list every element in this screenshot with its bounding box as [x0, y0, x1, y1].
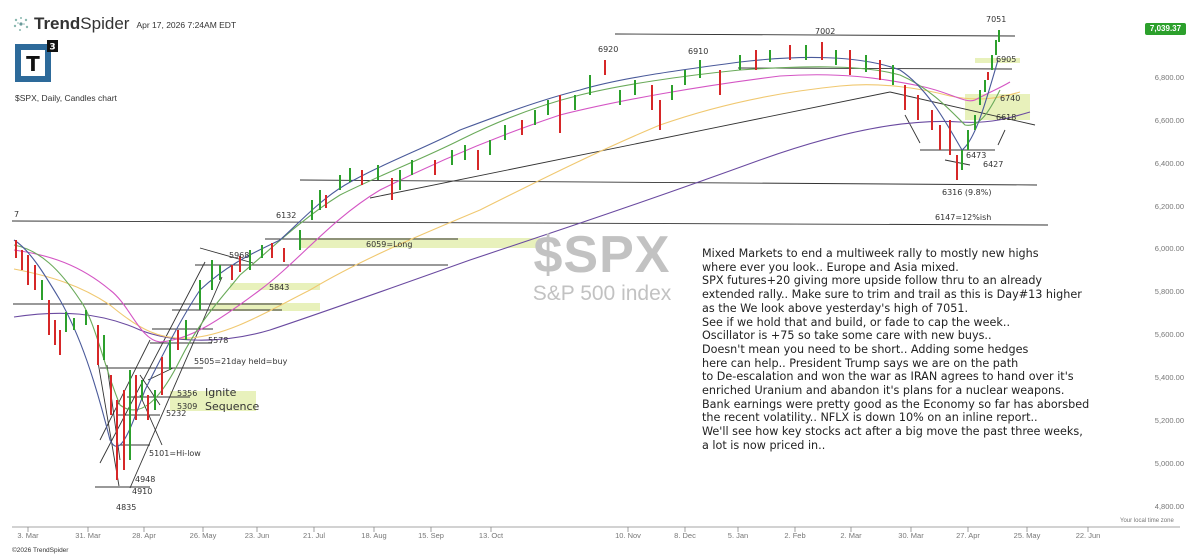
annotation-5578: 5578: [208, 336, 229, 345]
x-axis-label: 13. Oct: [478, 531, 504, 540]
timezone-label: Your local time zone: [1120, 518, 1174, 524]
last-price-badge: 7,039.37: [1145, 23, 1186, 35]
highlight-zones: [170, 58, 1030, 411]
annotation-5843: 5843: [269, 283, 290, 292]
y-axis-label: 5,400.00: [1154, 373, 1184, 382]
annotation-5505: 5505=21day held=buy: [194, 357, 288, 366]
commentary-line: here can help.. President Trump says we …: [702, 356, 1019, 370]
candles: [15, 30, 1000, 480]
svg-text:T: T: [26, 52, 40, 76]
market-commentary: Mixed Markets to end a multiweek rally t…: [702, 247, 1122, 453]
brand-header: Trend Spider Apr 17, 2026 7:24AM EDT: [12, 12, 236, 36]
symbol-description: $SPX, Daily, Candles chart: [15, 93, 117, 103]
watermark-symbol: $SPX: [533, 226, 671, 284]
annotation-5309: 5309: [177, 402, 198, 411]
annotation-6618: 6618: [996, 113, 1017, 122]
x-axis-label: 25. May: [1013, 531, 1041, 540]
commentary-line: We'll see how key stocks act after a big…: [702, 425, 1083, 439]
x-axis-label: 27. Apr: [956, 531, 980, 540]
x-axis-label: 23. Jun: [244, 531, 270, 540]
annotation-6427: 6427: [983, 160, 1004, 169]
annotation-5968: 5968: [229, 251, 250, 260]
moving-averages: [13, 56, 1031, 447]
brand-light: Spider: [80, 14, 130, 33]
x-axis-label: 8. Dec: [674, 531, 696, 540]
annotation-sequence: Sequence: [205, 400, 260, 413]
commentary-line: where ever you look.. Europe and Asia mi…: [702, 260, 959, 274]
commentary-line: to De-escalation and won the war as IRAN…: [702, 370, 1074, 384]
x-axis-label: 3. Mar: [17, 531, 39, 540]
ma-medium: [13, 66, 1001, 411]
x-axis-label: 2. Feb: [784, 531, 806, 540]
watermark-name: S&P 500 index: [532, 282, 672, 305]
x-axis-label: 15. Sep: [418, 531, 444, 540]
timestamp: Apr 17, 2026 7:24AM EDT: [136, 20, 237, 30]
x-axis-label: 31. Mar: [75, 531, 101, 540]
commentary-line: Mixed Markets to end a multiweek rally t…: [702, 247, 1039, 260]
x-axis-label: 26. May: [189, 531, 217, 540]
annotation-ignite: Ignite: [205, 386, 237, 399]
x-axis-label: 10. Nov: [615, 531, 641, 540]
commentary-line: Oscillator is +75 so take some care with…: [702, 329, 992, 343]
x-axis-label: 18. Aug: [361, 531, 387, 540]
y-axis-label: 6,600.00: [1154, 116, 1184, 125]
annotation-6132: 6132: [276, 211, 297, 220]
annotation-5101: 5101=Hi-low: [149, 449, 201, 458]
y-axis-label: 5,200.00: [1154, 416, 1184, 425]
copyright: ©2026 TrendSpider: [12, 547, 69, 554]
y-axis-label: 4,800.00: [1154, 502, 1184, 511]
annotation-7: 7: [14, 210, 20, 219]
x-axis-label: 30. Mar: [898, 531, 924, 540]
annotation-6147: 6147=12%ish: [935, 213, 992, 222]
commentary-line: the recent volatility.. NFLX is down 10%…: [702, 411, 1038, 425]
ma-200: [13, 111, 1031, 341]
commentary-line: Doesn't mean you need to be short.. Addi…: [702, 342, 1029, 356]
x-axis-label: 22. Jun: [1075, 531, 1101, 540]
spider-web-icon: [13, 17, 29, 31]
x-axis-label: 21. Jul: [302, 531, 326, 540]
t3-logo: 3 T: [15, 40, 58, 82]
annotation-7051: 7051: [986, 15, 1007, 24]
annotation-6905: 6905: [996, 55, 1017, 64]
annotation-6059-long: 6059=Long: [366, 240, 413, 249]
symbol-watermark: $SPX S&P 500 index: [514, 228, 690, 306]
trendspider-logo: Trend Spider: [12, 14, 129, 34]
y-axis-label: 6,400.00: [1154, 159, 1184, 168]
y-axis-label: 5,600.00: [1154, 330, 1184, 339]
commentary-line: enriched Uranium and abandon it's plans …: [702, 384, 1065, 398]
annotation-6910: 6910: [688, 47, 709, 56]
annotation-5356: 5356: [177, 389, 198, 398]
annotation-4948: 4948: [135, 475, 156, 484]
x-axis-ticks: [27, 527, 1089, 532]
y-axis-label: 6,000.00: [1154, 244, 1184, 253]
commentary-line: See if we hold that and build, or fade t…: [702, 315, 1011, 329]
y-axis-label: 5,000.00: [1154, 459, 1184, 468]
y-axis-label: 6,200.00: [1154, 202, 1184, 211]
ma-100: [13, 84, 1021, 339]
x-axis-label: 28. Apr: [132, 531, 156, 540]
annotation-6473: 6473: [966, 151, 987, 160]
support-resistance-lines: [11, 33, 1049, 488]
ma-short: [13, 56, 999, 447]
annotation-7002: 7002: [815, 27, 836, 36]
y-axis-label: 6,800.00: [1154, 73, 1184, 82]
annotation-6316: 6316 (9.8%): [942, 188, 992, 197]
commentary-line: Bank earnings were pretty good as the Ec…: [702, 397, 1090, 411]
x-axis-label: 2. Mar: [840, 531, 862, 540]
annotation-5232: 5232: [166, 409, 187, 418]
commentary-line: SPX futures+20 giving more upside follow…: [702, 274, 1043, 288]
annotation-6740: 6740: [1000, 94, 1021, 103]
annotation-6920: 6920: [598, 45, 619, 54]
brand-bold: Trend: [34, 14, 81, 33]
annotation-4835: 4835: [116, 503, 137, 512]
commentary-line: a lot is now priced in..: [702, 438, 826, 452]
commentary-line: as the We look above yesterday's high of…: [702, 301, 969, 315]
x-axis-label: 5. Jan: [727, 531, 749, 540]
svg-text:3: 3: [49, 43, 55, 53]
y-axis-label: 5,800.00: [1154, 287, 1184, 296]
commentary-line: extended rally.. Make sure to trim and t…: [702, 288, 1082, 302]
annotation-4910: 4910: [132, 487, 153, 496]
